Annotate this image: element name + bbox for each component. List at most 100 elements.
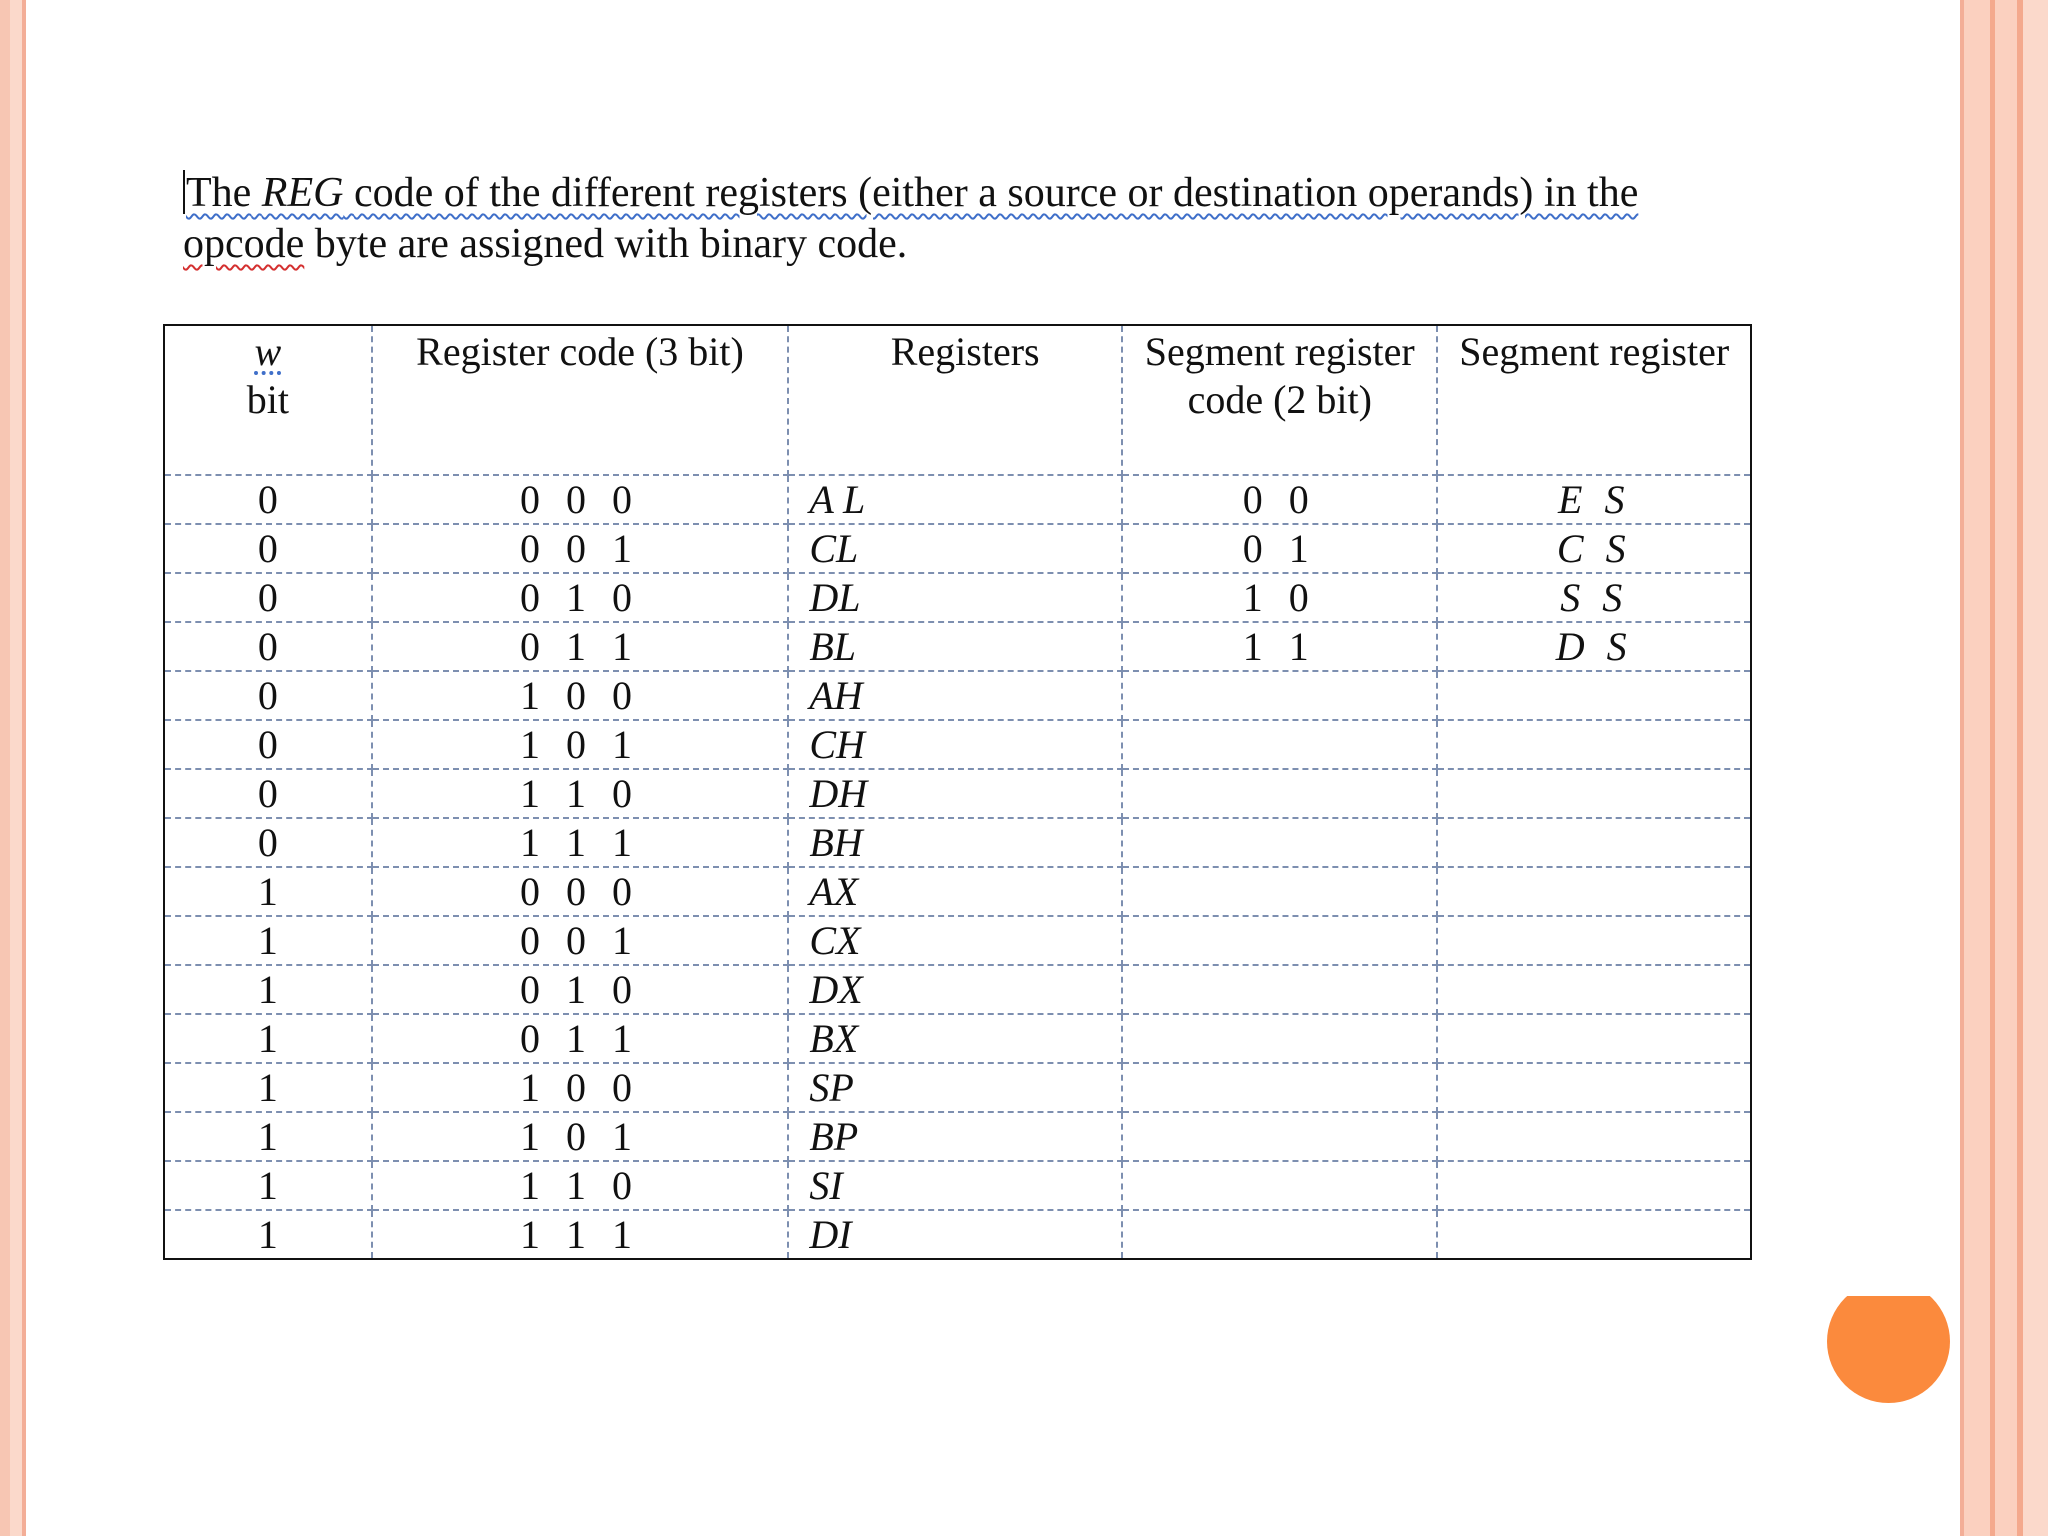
cell-register: SI bbox=[787, 1160, 1124, 1211]
cell-segment-register-code: 0 0 bbox=[1121, 474, 1439, 525]
cell-segment-register bbox=[1436, 1111, 1752, 1162]
cell-segment-register: D S bbox=[1436, 621, 1752, 672]
cell-w-bit: 1 bbox=[163, 1209, 373, 1260]
intro-word-reg: REG bbox=[261, 170, 344, 216]
cell-segment-register bbox=[1436, 768, 1752, 819]
cell-register: AH bbox=[787, 670, 1124, 721]
cell-segment-register-code bbox=[1121, 1013, 1439, 1064]
cell-w-bit: 0 bbox=[163, 572, 373, 623]
cell-w-bit: 0 bbox=[163, 621, 373, 672]
cell-segment-register-code bbox=[1121, 1209, 1439, 1260]
intro-word-the: The bbox=[186, 170, 252, 216]
cell-segment-register-code: 1 1 bbox=[1121, 621, 1439, 672]
cell-register: A L bbox=[787, 474, 1124, 525]
cell-register-code: 1 0 1 bbox=[370, 719, 790, 770]
cell-register-code: 1 1 0 bbox=[370, 768, 790, 819]
cell-segment-register-code bbox=[1121, 1160, 1439, 1211]
decorative-orange-circle bbox=[1827, 1280, 1950, 1403]
cell-segment-register-code: 1 0 bbox=[1121, 572, 1439, 623]
right-border-stripe bbox=[2017, 0, 2023, 1536]
cell-segment-register-code bbox=[1121, 915, 1439, 966]
intro-line2-rest: byte are assigned with binary code. bbox=[314, 221, 908, 267]
cell-register-code: 1 1 1 bbox=[370, 817, 790, 868]
cell-segment-register-code bbox=[1121, 866, 1439, 917]
cell-register: SP bbox=[787, 1062, 1124, 1113]
cell-w-bit: 1 bbox=[163, 1111, 373, 1162]
cell-segment-register bbox=[1436, 719, 1752, 770]
cell-register-code: 0 1 0 bbox=[370, 964, 790, 1015]
cell-register-code: 1 0 1 bbox=[370, 1111, 790, 1162]
header-bit: bit bbox=[246, 377, 289, 422]
cell-register-code: 0 0 1 bbox=[370, 523, 790, 574]
header-w: w bbox=[254, 329, 282, 374]
cell-w-bit: 1 bbox=[163, 915, 373, 966]
header-segment-register: Segment register bbox=[1436, 324, 1752, 476]
cell-w-bit: 1 bbox=[163, 1062, 373, 1113]
cell-segment-register-code bbox=[1121, 817, 1439, 868]
header-w-bit: w bit bbox=[163, 324, 373, 476]
cell-w-bit: 0 bbox=[163, 817, 373, 868]
cell-register-code: 0 1 1 bbox=[370, 1013, 790, 1064]
cell-segment-register bbox=[1436, 817, 1752, 868]
decorative-circle-mask bbox=[1820, 1270, 1960, 1296]
cell-segment-register-code bbox=[1121, 1111, 1439, 1162]
left-border-stripe bbox=[0, 0, 10, 1536]
cell-w-bit: 0 bbox=[163, 768, 373, 819]
cell-register: DX bbox=[787, 964, 1124, 1015]
left-border-stripe bbox=[22, 0, 26, 1536]
cell-register-code: 1 0 0 bbox=[370, 1062, 790, 1113]
cell-segment-register-code bbox=[1121, 1062, 1439, 1113]
register-code-table: w bit Register code (3 bit) Registers Seg… bbox=[163, 324, 1752, 1260]
cell-register: AX bbox=[787, 866, 1124, 917]
cell-w-bit: 1 bbox=[163, 964, 373, 1015]
cell-segment-register-code: 0 1 bbox=[1121, 523, 1439, 574]
right-border-stripe bbox=[1960, 0, 1964, 1536]
cell-register-code: 0 0 1 bbox=[370, 915, 790, 966]
cell-register: CX bbox=[787, 915, 1124, 966]
cell-segment-register bbox=[1436, 1160, 1752, 1211]
cell-segment-register-code bbox=[1121, 964, 1439, 1015]
cell-register: DH bbox=[787, 768, 1124, 819]
text-cursor bbox=[183, 170, 185, 214]
cell-w-bit: 1 bbox=[163, 866, 373, 917]
header-registers: Registers bbox=[787, 324, 1124, 476]
cell-segment-register-code bbox=[1121, 670, 1439, 721]
cell-segment-register-code bbox=[1121, 768, 1439, 819]
cell-register: BH bbox=[787, 817, 1124, 868]
cell-w-bit: 0 bbox=[163, 670, 373, 721]
cell-w-bit: 0 bbox=[163, 719, 373, 770]
cell-segment-register bbox=[1436, 964, 1752, 1015]
cell-segment-register bbox=[1436, 1013, 1752, 1064]
header-register-code: Register code (3 bit) bbox=[370, 324, 790, 476]
cell-register: CH bbox=[787, 719, 1124, 770]
intro-paragraph: The REG code of the different registers … bbox=[183, 168, 1763, 270]
table-header-row: w bit Register code (3 bit) Registers Seg… bbox=[163, 324, 1752, 476]
cell-register: BX bbox=[787, 1013, 1124, 1064]
right-border-stripe bbox=[1995, 0, 2017, 1536]
cell-register: DI bbox=[787, 1209, 1124, 1260]
cell-segment-register bbox=[1436, 866, 1752, 917]
cell-w-bit: 0 bbox=[163, 474, 373, 525]
cell-segment-register bbox=[1436, 915, 1752, 966]
cell-register-code: 0 0 0 bbox=[370, 474, 790, 525]
cell-w-bit: 0 bbox=[163, 523, 373, 574]
right-border-stripe bbox=[2023, 0, 2048, 1536]
cell-register-code: 1 0 0 bbox=[370, 670, 790, 721]
right-border-stripe bbox=[1964, 0, 1990, 1536]
cell-segment-register: E S bbox=[1436, 474, 1752, 525]
cell-register-code: 0 0 0 bbox=[370, 866, 790, 917]
cell-segment-register: S S bbox=[1436, 572, 1752, 623]
